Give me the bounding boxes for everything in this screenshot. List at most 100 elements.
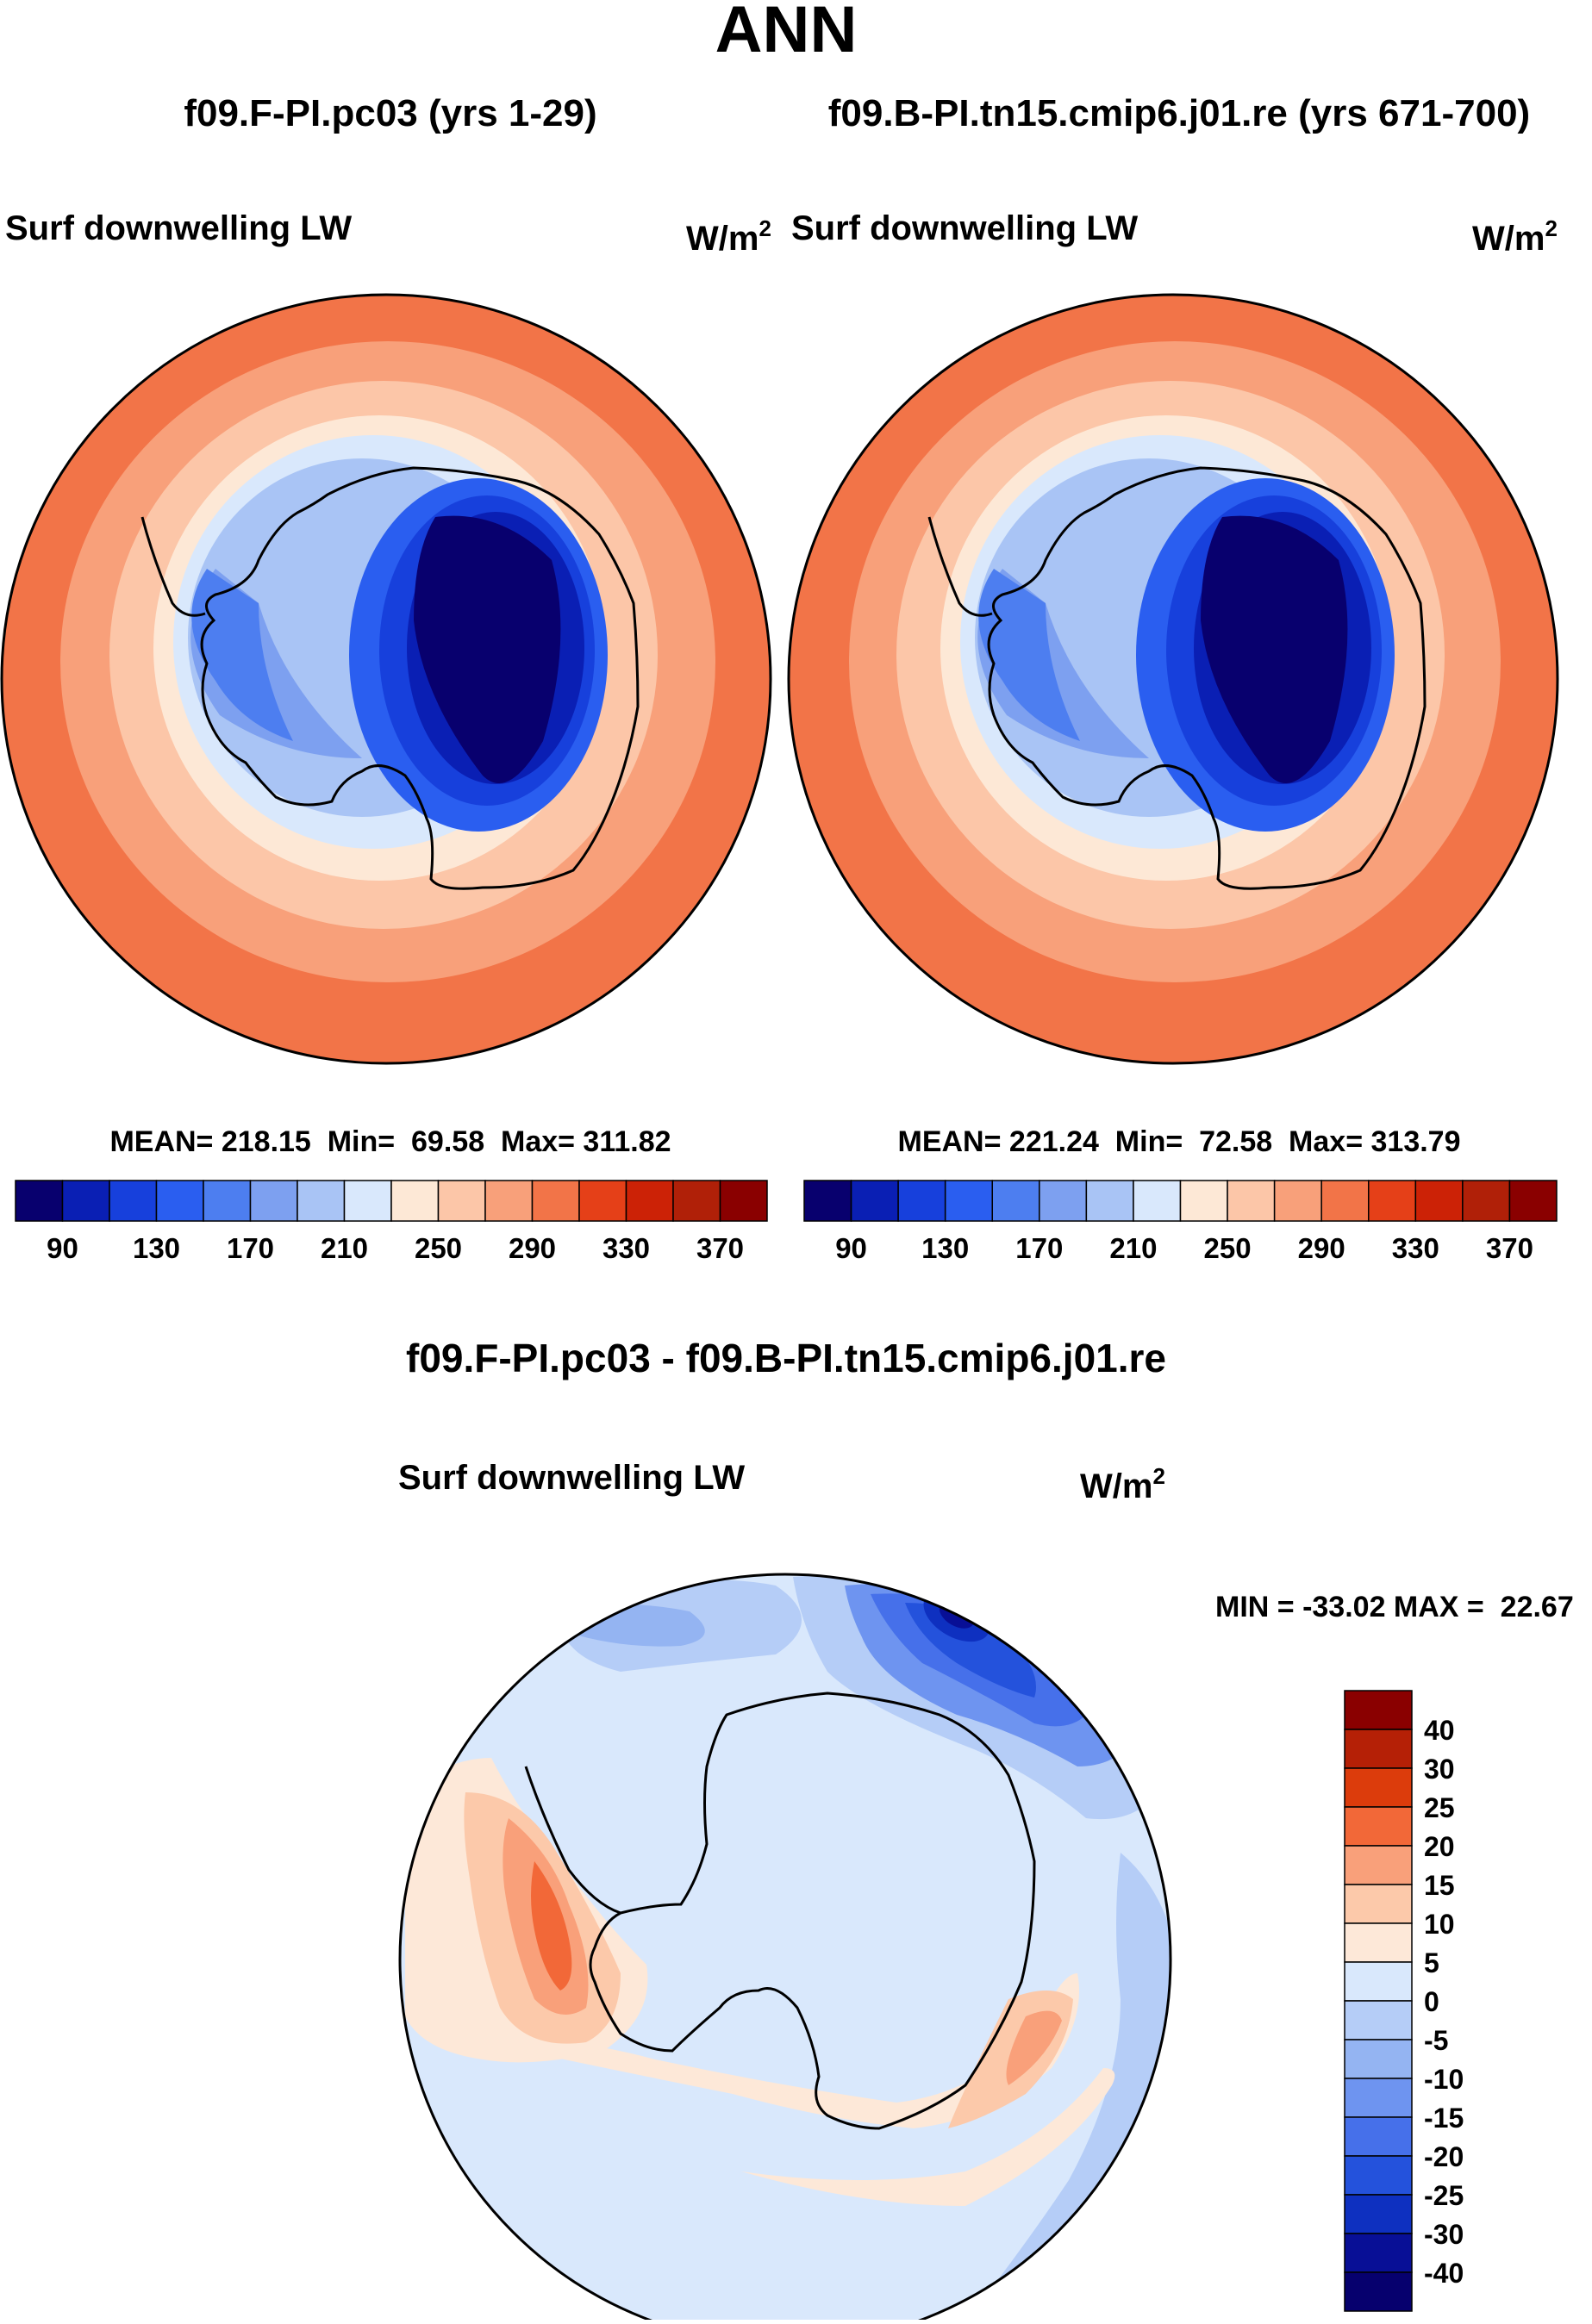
colorbar-tick-label: -25 — [1424, 2180, 1464, 2211]
colorbar-swatch — [1179, 1180, 1228, 1222]
diff-panel-variable: Surf downwelling LW — [398, 1459, 745, 1497]
colorbar-tick-label: 130 — [921, 1232, 969, 1264]
colorbar-tick-label: 10 — [1424, 1909, 1455, 1940]
colorbar-swatch — [343, 1180, 392, 1222]
colorbar-tick-label: 210 — [1109, 1232, 1157, 1264]
colorbar-swatch — [1462, 1180, 1511, 1222]
colorbar-swatch — [390, 1180, 440, 1222]
panel-right-colorbar: 90 130 170 210 250 290 330 370 — [803, 1180, 1558, 1264]
diff-panel-map — [398, 1573, 1172, 2324]
colorbar-swatch — [1320, 1180, 1370, 1222]
colorbar-tick-label: -30 — [1424, 2219, 1464, 2250]
map-border-diff — [398, 1573, 1172, 2324]
map-band-90-110 — [1201, 515, 1348, 783]
colorbar-tick-label: 250 — [415, 1232, 462, 1264]
colorbar-swatch — [625, 1180, 674, 1222]
colorbar-tick-label: 40 — [1424, 1715, 1455, 1746]
colorbar-swatch — [1344, 2155, 1413, 2196]
map-border-left — [0, 293, 772, 1065]
colorbar-tick-label: 30 — [1424, 1754, 1455, 1785]
colorbar-swatch — [1344, 2194, 1413, 2234]
diff-panel-title: f09.F-PI.pc03 - f09.B-PI.tn15.cmip6.j01.… — [406, 1336, 1166, 1380]
map-border-right — [787, 293, 1559, 1065]
colorbar-swatch — [578, 1180, 627, 1222]
colorbar-tick-label: 25 — [1424, 1792, 1455, 1823]
antarctic-peninsula — [524, 1766, 621, 1915]
page-title: ANN — [715, 0, 858, 66]
colorbar-swatch — [203, 1180, 252, 1222]
panel-right-stats: MEAN= 221.24 Min= 72.58 Max= 313.79 — [898, 1125, 1461, 1158]
colorbar-swatch — [1344, 2116, 1413, 2157]
antarctica-coastline — [589, 1692, 1036, 2130]
panel-left-units: W/m2 — [686, 215, 771, 258]
colorbar-swatch — [1344, 1922, 1413, 1963]
colorbar-swatch — [1344, 1690, 1413, 1730]
antarctica-coastline — [987, 466, 1427, 890]
colorbar-tick-label: -20 — [1424, 2141, 1464, 2172]
colorbar-tick-label: 330 — [1392, 1232, 1439, 1264]
colorbar-swatch — [1368, 1180, 1417, 1222]
colorbar-swatch — [1344, 1845, 1413, 1885]
colorbar-swatch — [249, 1180, 298, 1222]
colorbar-tick-label: 290 — [509, 1232, 556, 1264]
panel-right-map — [787, 293, 1559, 1065]
colorbar-swatch — [1344, 2078, 1413, 2118]
diff-panel-colorbar: 40 30 25 20 15 10 5 0 -5 -10 -15 -20 -25 -30 -40 — [1344, 1690, 1464, 2312]
colorbar-swatch — [803, 1180, 852, 1222]
colorbar-swatch — [61, 1180, 110, 1222]
map-zero-band — [584, 1706, 655, 1792]
map-ross-core — [978, 569, 1080, 741]
panel-left-map — [0, 293, 772, 1065]
map-neg-band — [948, 1853, 1171, 2324]
colorbar-swatch — [109, 1180, 158, 1222]
colorbar-tick-label: 210 — [321, 1232, 368, 1264]
colorbar-tick-label: -15 — [1424, 2103, 1464, 2134]
map-pos-band — [531, 1861, 572, 1991]
colorbar-swatch — [531, 1180, 580, 1222]
colorbar-tick-label: 170 — [227, 1232, 274, 1264]
panel-right-units: W/m2 — [1472, 215, 1558, 258]
colorbar-swatch — [1273, 1180, 1322, 1222]
colorbar-swatch — [1344, 1806, 1413, 1847]
colorbar-swatch — [1344, 2000, 1413, 2041]
colorbar-swatch — [1344, 2039, 1413, 2079]
colorbar-tick-label: -40 — [1424, 2258, 1464, 2289]
colorbar-tick-label: 15 — [1424, 1870, 1455, 1901]
colorbar-swatch — [944, 1180, 993, 1222]
panel-left-stats: MEAN= 218.15 Min= 69.58 Max= 311.82 — [109, 1125, 671, 1158]
panel-right-title: f09.B-PI.tn15.cmip6.j01.re (yrs 671-700) — [828, 92, 1530, 134]
colorbar-tick-label: 370 — [696, 1232, 744, 1264]
colorbar-tick-label: 170 — [1015, 1232, 1063, 1264]
colorbar-swatch — [719, 1180, 768, 1222]
diff-panel-stats: MIN = -33.02 MAX = 22.67 — [1215, 1591, 1574, 1623]
colorbar-swatch — [437, 1180, 486, 1222]
colorbar-tick-label: 290 — [1298, 1232, 1345, 1264]
colorbar-swatch — [897, 1180, 946, 1222]
map-pos-band — [1006, 2010, 1062, 2085]
panel-right-variable: Surf downwelling LW — [791, 209, 1138, 247]
colorbar-swatch — [484, 1180, 534, 1222]
colorbar-swatch — [1344, 1767, 1413, 1808]
antarctic-peninsula — [140, 516, 206, 617]
colorbar-swatch — [1085, 1180, 1134, 1222]
colorbar-swatch — [991, 1180, 1040, 1222]
colorbar-tick-label: 330 — [602, 1232, 650, 1264]
colorbar-swatch — [1133, 1180, 1182, 1222]
colorbar-swatch — [672, 1180, 721, 1222]
colorbar-swatch — [1344, 2233, 1413, 2273]
colorbar-swatch — [850, 1180, 899, 1222]
colorbar-tick-label: 90 — [47, 1232, 78, 1264]
map-pos-band — [483, 1973, 1079, 2128]
colorbar-swatch — [1344, 1729, 1413, 1769]
antarctica-coastline — [200, 466, 640, 890]
colorbar-tick-label: 20 — [1424, 1831, 1455, 1862]
colorbar-tick-label: 370 — [1486, 1232, 1533, 1264]
panel-left-variable: Surf downwelling LW — [5, 209, 352, 247]
colorbar-swatch — [1039, 1180, 1088, 1222]
map-band-90-110 — [414, 515, 561, 783]
colorbar-swatch — [155, 1180, 204, 1222]
colorbar-tick-label: 5 — [1424, 1947, 1439, 1978]
colorbar-swatch — [1344, 1884, 1413, 1924]
colorbar-tick-label: 250 — [1204, 1232, 1252, 1264]
